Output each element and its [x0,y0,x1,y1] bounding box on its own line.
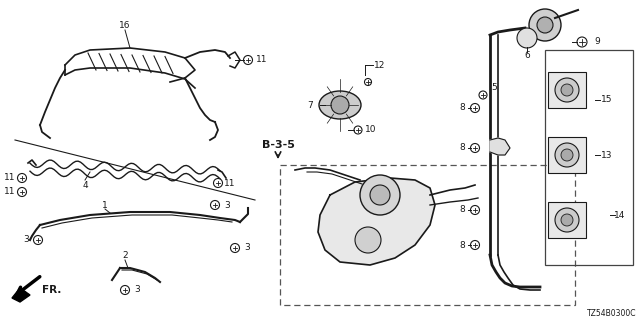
Circle shape [555,208,579,232]
Bar [280,165,575,305]
Text: TZ54B0300C: TZ54B0300C [588,309,637,318]
Text: 2: 2 [122,251,128,260]
Circle shape [555,143,579,167]
Text: 1: 1 [102,201,108,210]
Polygon shape [490,138,510,155]
Text: B-3-5: B-3-5 [262,140,294,150]
Circle shape [470,241,479,250]
Text: 8: 8 [459,205,465,214]
Text: 15: 15 [601,95,612,105]
Circle shape [537,17,553,33]
Text: 11: 11 [256,55,268,65]
Circle shape [470,143,479,153]
Polygon shape [318,178,435,265]
Circle shape [355,227,381,253]
Circle shape [243,55,253,65]
Circle shape [365,78,371,85]
Circle shape [17,173,26,182]
Text: 7: 7 [307,100,313,109]
Circle shape [577,37,587,47]
Circle shape [211,201,220,210]
Text: 10: 10 [365,125,377,134]
Circle shape [33,236,42,244]
Text: 8: 8 [459,143,465,153]
Circle shape [370,185,390,205]
Circle shape [479,91,487,99]
Text: 5: 5 [491,84,497,92]
Text: 9: 9 [594,37,600,46]
Text: 3: 3 [224,201,230,210]
Circle shape [561,214,573,226]
Circle shape [555,78,579,102]
Text: 11: 11 [224,179,236,188]
Text: 6: 6 [524,51,530,60]
Circle shape [120,285,129,294]
Circle shape [214,179,223,188]
Bar [548,72,586,108]
Circle shape [470,103,479,113]
Polygon shape [12,288,30,302]
Text: 3: 3 [244,244,250,252]
Circle shape [230,244,239,252]
Text: FR.: FR. [42,285,61,295]
Text: 11: 11 [4,173,16,182]
Bar [548,137,586,173]
Text: 4: 4 [82,180,88,189]
Text: 12: 12 [374,60,386,69]
Text: 13: 13 [601,150,612,159]
Text: 11: 11 [4,188,16,196]
Text: 8: 8 [459,103,465,113]
Circle shape [529,9,561,41]
Text: 16: 16 [119,20,131,29]
Circle shape [17,188,26,196]
Circle shape [561,149,573,161]
Text: 3: 3 [134,285,140,294]
Text: 14: 14 [614,211,626,220]
Text: 3: 3 [23,236,29,244]
Circle shape [517,28,537,48]
Circle shape [331,96,349,114]
Circle shape [561,84,573,96]
Bar [545,50,633,265]
Text: 8: 8 [459,241,465,250]
Circle shape [470,205,479,214]
Ellipse shape [319,91,361,119]
Circle shape [354,126,362,134]
Circle shape [360,175,400,215]
Bar [548,202,586,238]
